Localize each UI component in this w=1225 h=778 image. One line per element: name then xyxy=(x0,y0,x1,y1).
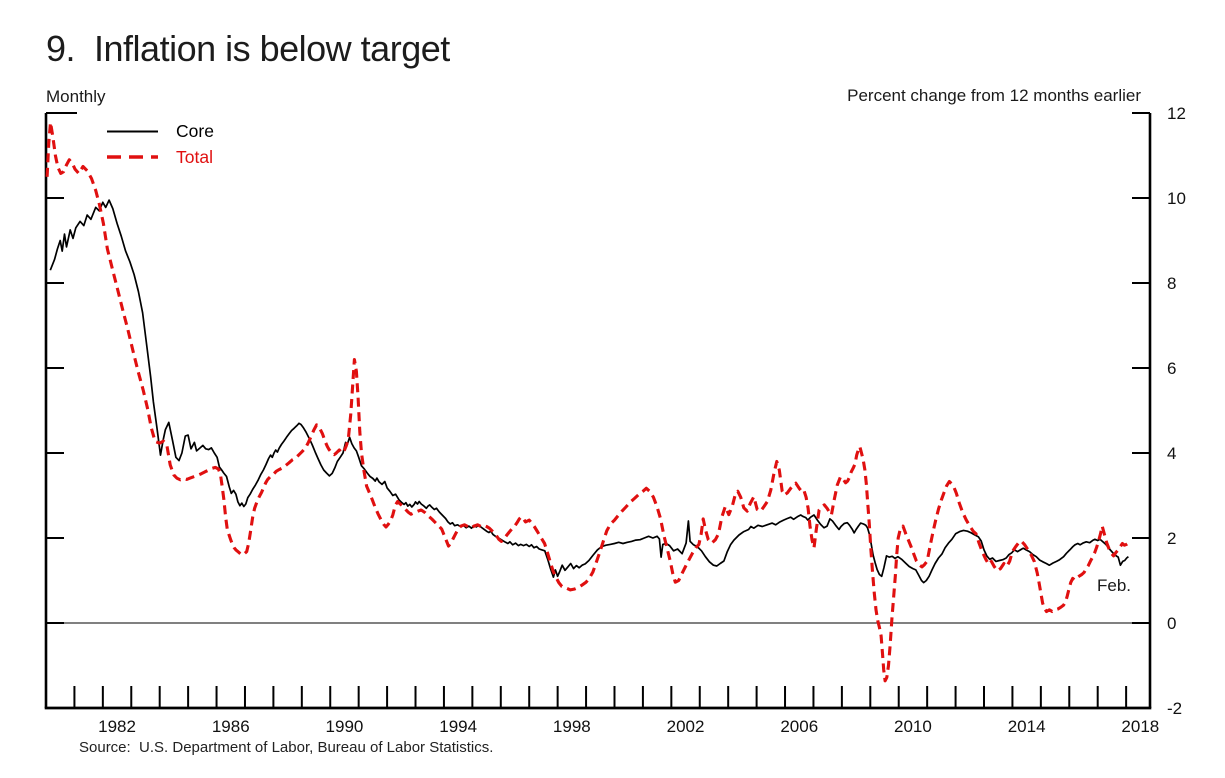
legend-core-label: Core xyxy=(176,121,214,141)
y-tick-label: 6 xyxy=(1167,359,1176,378)
x-tick-label: 1998 xyxy=(553,717,591,736)
x-tick-label: 2018 xyxy=(1121,717,1159,736)
x-tick-label: 1990 xyxy=(326,717,364,736)
y-tick-label: 2 xyxy=(1167,529,1176,548)
x-tick-label: 2010 xyxy=(894,717,932,736)
core-line xyxy=(49,199,1129,584)
x-tick-label: 2002 xyxy=(667,717,705,736)
y-tick-label: 12 xyxy=(1167,104,1186,123)
x-tick-label: 1986 xyxy=(212,717,250,736)
y-tick-label: -2 xyxy=(1167,699,1182,718)
page-title: 9. Inflation is below target xyxy=(46,28,450,69)
x-tick-label: 1994 xyxy=(439,717,477,736)
legend-total-label: Total xyxy=(176,147,213,167)
x-tick-label: 2014 xyxy=(1008,717,1046,736)
x-tick-label: 1982 xyxy=(98,717,136,736)
y-tick-label: 0 xyxy=(1167,614,1176,633)
y-tick-label: 8 xyxy=(1167,274,1176,293)
units-label: Percent change from 12 months earlier xyxy=(847,86,1141,105)
x-tick-label: 2006 xyxy=(780,717,818,736)
y-tick-label: 10 xyxy=(1167,189,1186,208)
frequency-label: Monthly xyxy=(46,87,106,106)
total-line xyxy=(45,120,1130,683)
y-tick-label: 4 xyxy=(1167,444,1176,463)
source-note: Source: U.S. Department of Labor, Bureau… xyxy=(79,739,494,756)
last-point-annotation: Feb. xyxy=(1097,576,1132,595)
